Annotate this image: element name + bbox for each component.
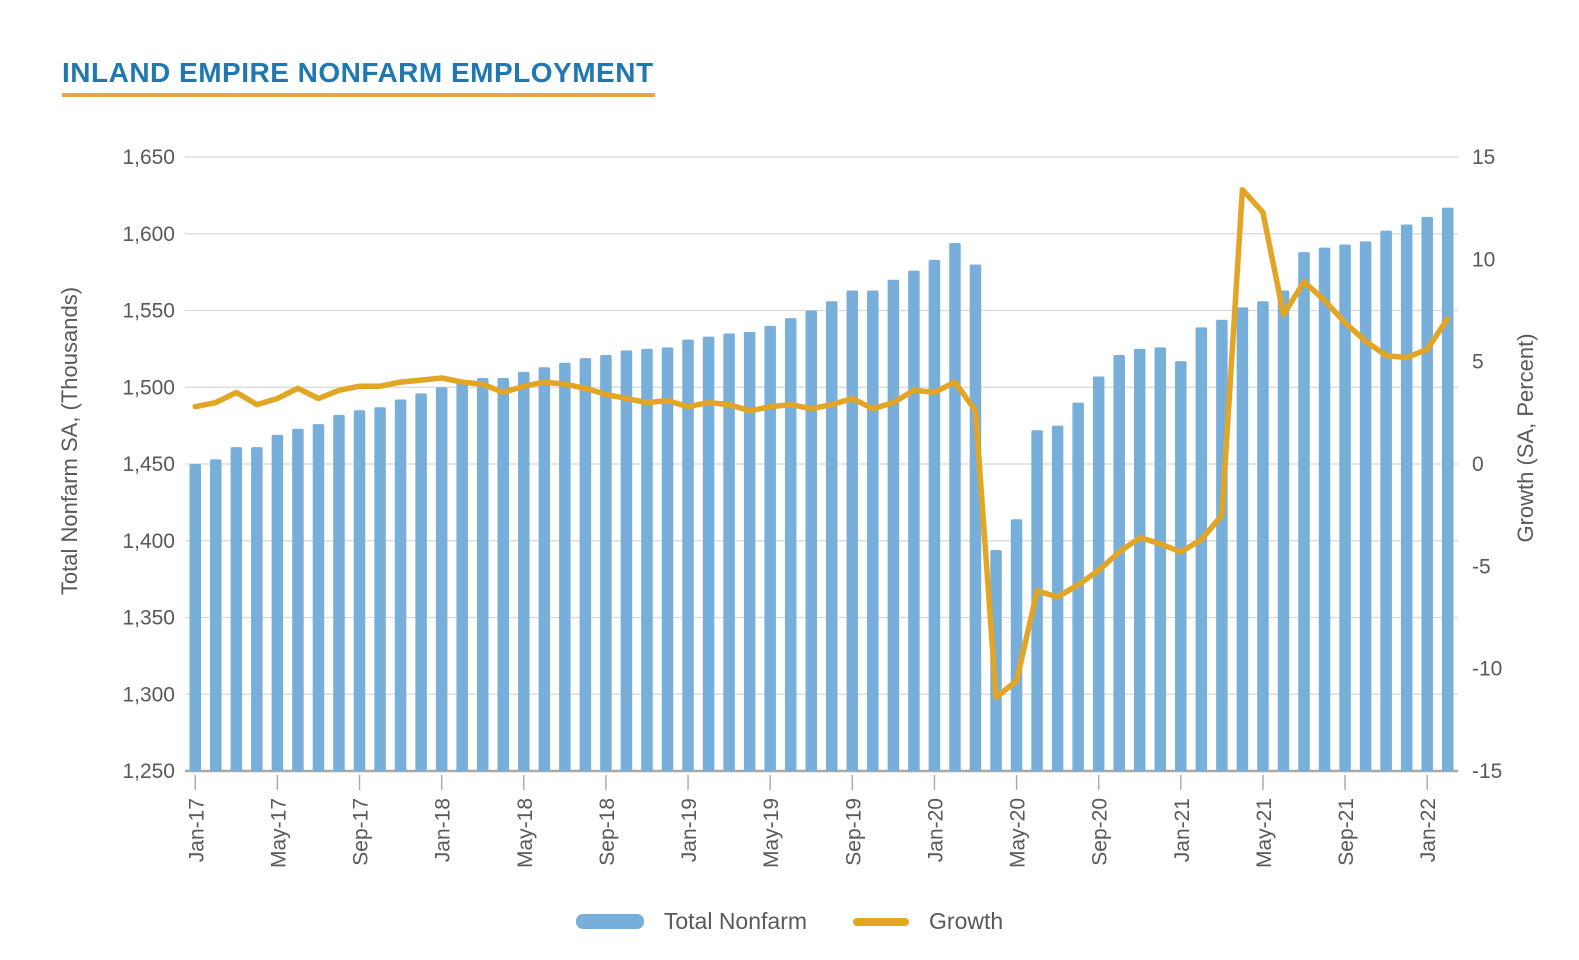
total-nonfarm-bar-Aug-19: [826, 301, 838, 771]
y-axis-right-tick-label: -10: [1472, 658, 1502, 681]
total-nonfarm-bar-Aug-17: [333, 414, 345, 771]
total-nonfarm-bar-Mar-18: [476, 378, 489, 771]
total-nonfarm-bar-Jul-18: [559, 362, 571, 771]
x-axis-tick-label: May-21: [1253, 798, 1276, 868]
total-nonfarm-bar-Nov-17: [394, 399, 407, 771]
total-nonfarm-bar-Nov-20: [1134, 348, 1146, 771]
y-axis-left-tick-label: 1,350: [122, 607, 175, 630]
x-axis-tick-label: May-20: [1007, 798, 1030, 868]
total-nonfarm-bar-Aug-18: [579, 358, 592, 771]
total-nonfarm-bar-Dec-18: [661, 347, 674, 771]
total-nonfarm-bar-Nov-21: [1380, 230, 1392, 771]
x-axis-tick-label: Sep-19: [842, 798, 865, 866]
total-nonfarm-bar-Jan-18: [435, 387, 448, 771]
total-nonfarm-legend-swatch: [575, 914, 644, 929]
y-axis-left-tick-label: 1,450: [122, 453, 175, 476]
x-axis-tick-label: Sep-20: [1089, 798, 1112, 866]
x-axis-tick-label: Jan-21: [1171, 798, 1194, 862]
total-nonfarm-bar-Jan-17: [189, 464, 202, 771]
total-nonfarm-bar-Oct-18: [620, 350, 633, 771]
total-nonfarm-bar-Nov-18: [641, 348, 653, 771]
y-axis-left-tick-label: 1,650: [122, 146, 175, 169]
total-nonfarm-bar-Sep-18: [600, 355, 612, 771]
y-axis-right-tick-label: 5: [1472, 351, 1484, 374]
total-nonfarm-bar-Sep-21: [1339, 244, 1351, 771]
y-axis-right-tick-label: 15: [1472, 146, 1495, 169]
total-nonfarm-bar-Jul-17: [312, 424, 325, 771]
y-axis-right-tick-label: 10: [1472, 248, 1495, 271]
total-nonfarm-bar-Apr-21: [1236, 307, 1249, 771]
total-nonfarm-bar-Dec-20: [1154, 347, 1167, 771]
total-nonfarm-bar-Feb-22: [1441, 207, 1454, 771]
total-nonfarm-bar-Sep-17: [353, 410, 366, 771]
growth-line: [192, 186, 1451, 701]
title-underline-rule: [62, 93, 655, 97]
total-nonfarm-bar-Dec-21: [1400, 224, 1413, 772]
x-axis-tick-label: May-18: [514, 798, 537, 868]
total-nonfarm-bar-Jun-17: [292, 428, 304, 771]
total-nonfarm-bar-Oct-19: [867, 290, 879, 771]
total-nonfarm-bar-Jan-21: [1175, 361, 1187, 771]
y-axis-right-tick-label: -5: [1472, 555, 1491, 578]
total-nonfarm-bar-Mar-19: [723, 333, 735, 771]
y-axis-left-tick-label: 1,550: [122, 300, 175, 323]
y-axis-left-tick-label: 1,600: [122, 223, 175, 246]
total-nonfarm-bar-Dec-19: [908, 270, 920, 771]
total-nonfarm-bar-Sep-19: [846, 290, 859, 771]
total-nonfarm-bar-Dec-17: [415, 393, 427, 771]
total-nonfarm-bar-Apr-19: [743, 331, 756, 771]
total-nonfarm-bar-May-19: [764, 325, 776, 771]
y-axis-right-tick-label: 0: [1472, 453, 1484, 476]
total-nonfarm-bar-May-18: [518, 371, 530, 771]
growth-legend-label: Growth: [929, 908, 1004, 934]
y-axis-left-tick-label: 1,500: [122, 376, 175, 399]
total-nonfarm-bar-Feb-20: [949, 242, 961, 771]
x-axis-tick-label: Jan-19: [678, 798, 701, 862]
x-axis-tick-label: May-17: [267, 798, 290, 868]
x-axis-tick-label: May-19: [760, 798, 783, 868]
total-nonfarm-bar-Feb-19: [702, 336, 715, 771]
total-nonfarm-bar-Oct-20: [1113, 355, 1125, 771]
total-nonfarm-bar-Apr-17: [251, 447, 263, 771]
total-nonfarm-bar-Jul-21: [1298, 252, 1310, 772]
chart-legend: Total Nonfarm Growth: [0, 908, 1579, 935]
total-nonfarm-bar-Jan-22: [1421, 216, 1433, 772]
total-nonfarm-bar-Oct-21: [1359, 241, 1372, 772]
total-nonfarm-bar-Nov-19: [887, 279, 900, 771]
x-axis-tick-label: Sep-18: [596, 798, 619, 866]
x-axis-tick-label: Sep-17: [350, 798, 373, 866]
total-nonfarm-bar-Mar-20: [969, 264, 982, 771]
total-nonfarm-bar-Feb-17: [210, 459, 222, 771]
total-nonfarm-bar-Apr-18: [497, 378, 509, 771]
x-axis-tick-label: Jan-17: [185, 798, 208, 862]
total-nonfarm-bar-Jun-18: [538, 367, 551, 771]
growth-legend-swatch: [853, 917, 910, 926]
total-nonfarm-bar-Jan-19: [682, 339, 694, 771]
total-nonfarm-bar-Jun-21: [1277, 290, 1290, 771]
total-nonfarm-bar-Mar-21: [1216, 319, 1228, 771]
total-nonfarm-bar-Mar-17: [230, 447, 243, 771]
total-nonfarm-bar-Aug-21: [1318, 247, 1331, 771]
total-nonfarm-bar-Oct-17: [374, 407, 386, 771]
page-title: INLAND EMPIRE NONFARM EMPLOYMENT: [62, 56, 654, 88]
total-nonfarm-bar-May-17: [271, 434, 284, 771]
y-axis-left-tick-label: 1,250: [122, 760, 175, 783]
total-nonfarm-bar-May-21: [1257, 301, 1269, 771]
total-nonfarm-bar-Jan-20: [928, 259, 941, 771]
x-axis-tick-label: Jan-18: [432, 798, 455, 862]
total-nonfarm-bar-Feb-21: [1195, 327, 1208, 771]
total-nonfarm-bar-Feb-18: [456, 381, 468, 771]
y-axis-left-tick-label: 1,400: [122, 530, 175, 553]
x-axis-tick-label: Jan-20: [924, 798, 947, 862]
total-nonfarm-bar-Jun-19: [784, 318, 797, 771]
total-nonfarm-bar-Jul-19: [805, 310, 817, 771]
y-axis-left-tick-label: 1,300: [122, 683, 175, 706]
x-axis-tick-label: Sep-21: [1335, 798, 1358, 866]
total-nonfarm-legend-label: Total Nonfarm: [663, 908, 808, 934]
y-axis-right-tick-label: -15: [1472, 760, 1502, 783]
total-nonfarm-bar-May-20: [1010, 519, 1023, 771]
x-axis-tick-label: Jan-22: [1417, 798, 1440, 862]
